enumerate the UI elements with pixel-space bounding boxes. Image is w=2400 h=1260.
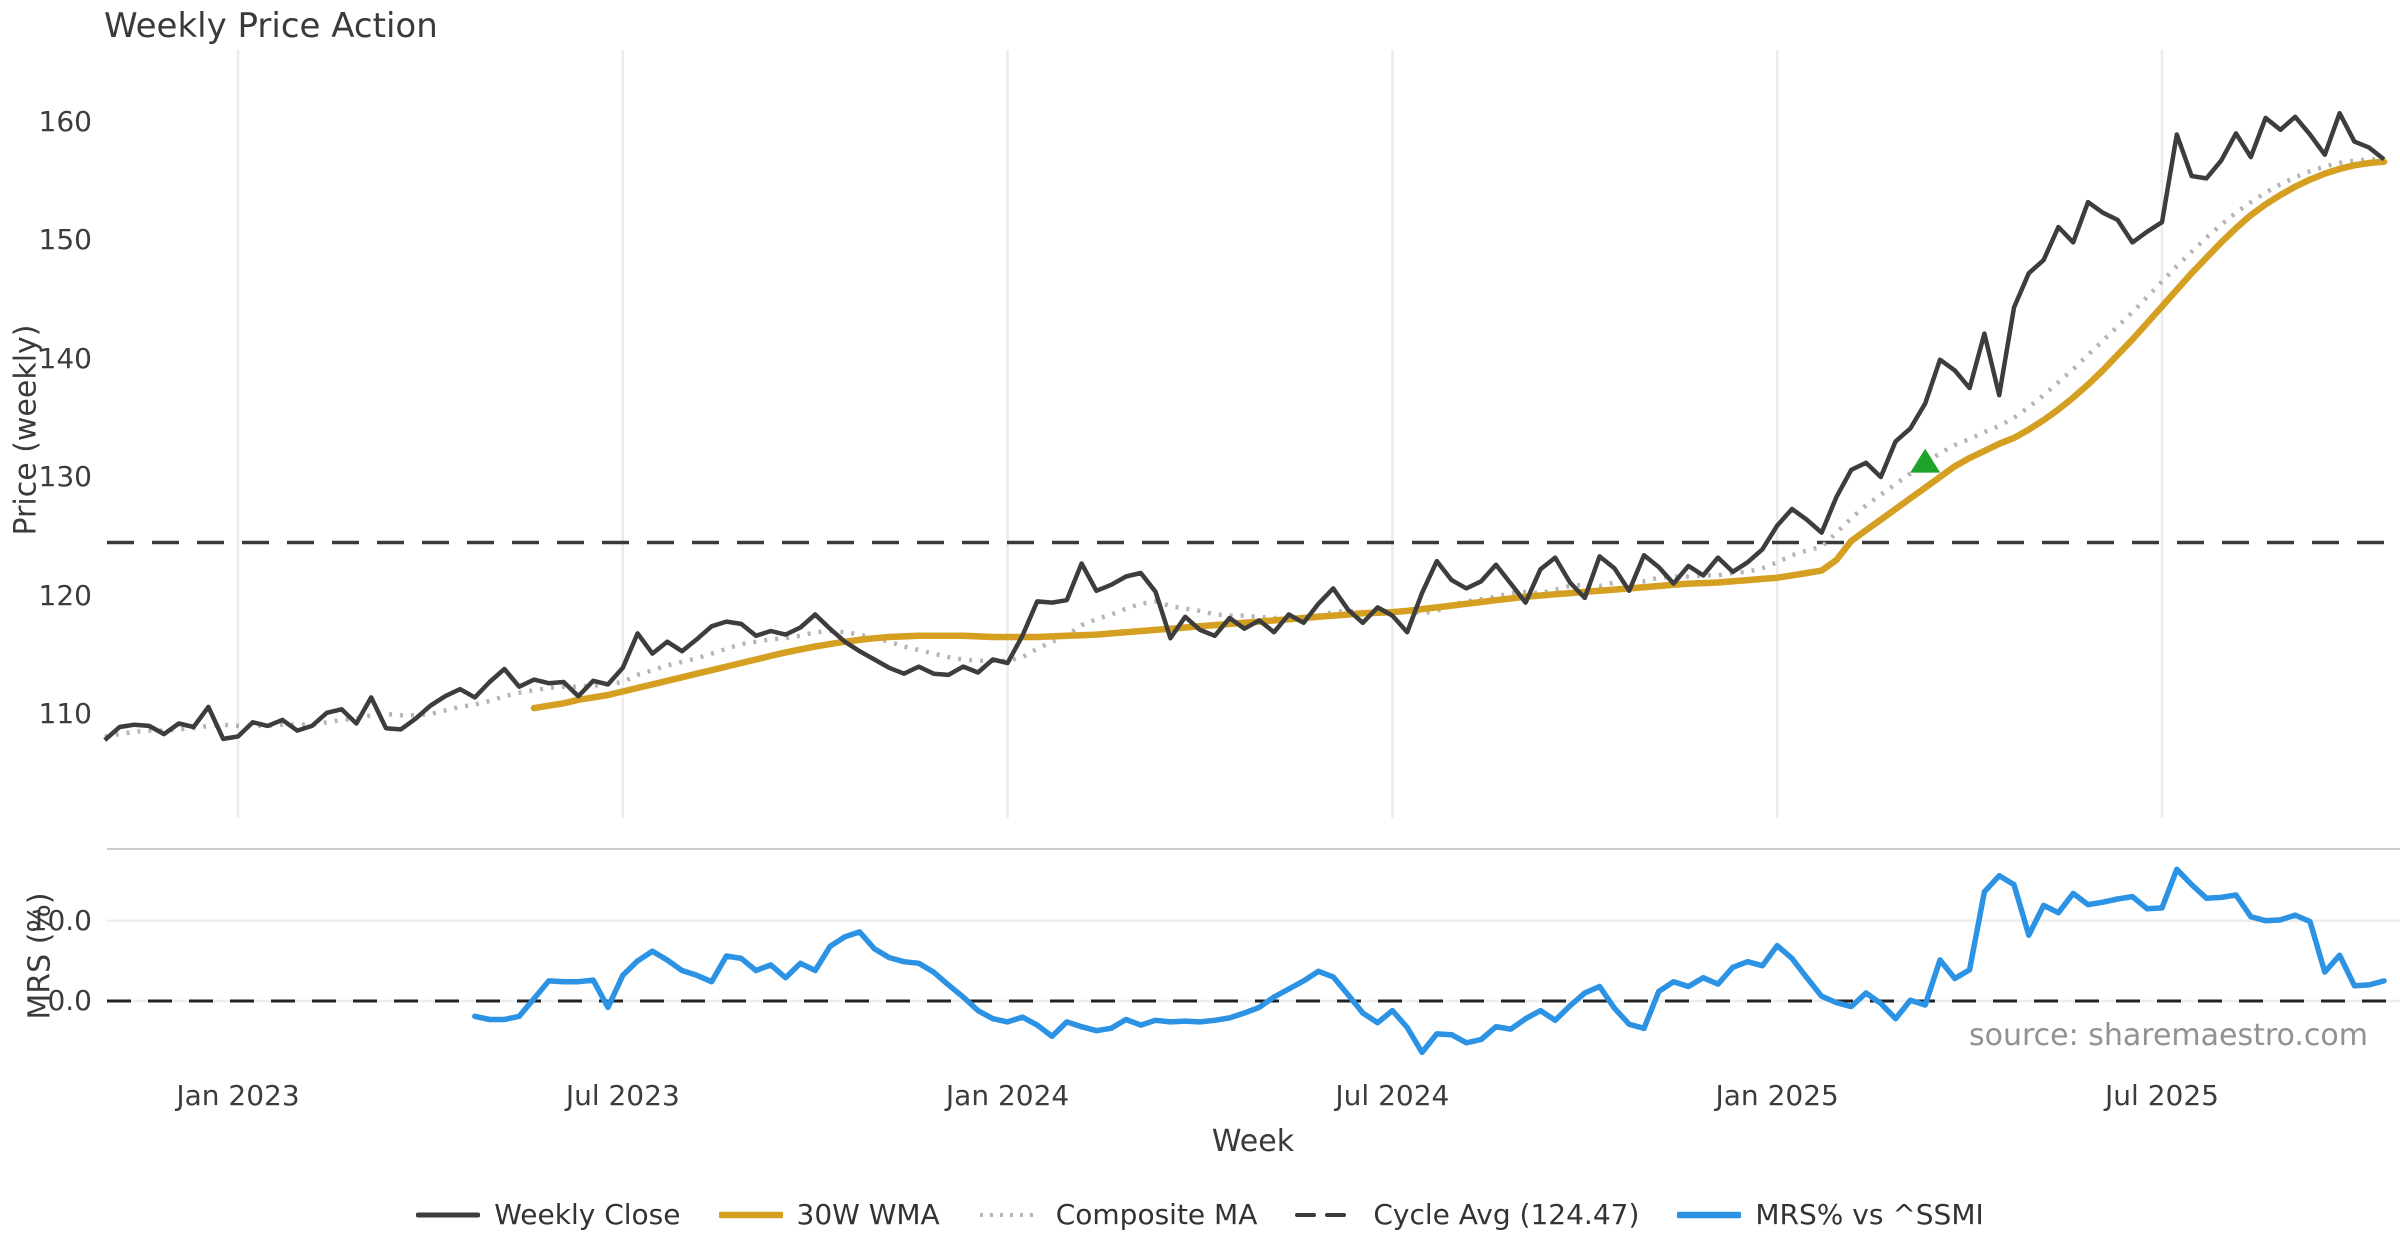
- x-tick-label: Jul 2023: [565, 1079, 680, 1112]
- composite-ma-line: [104, 157, 2384, 739]
- legend-line-swatch: [718, 1211, 783, 1218]
- legend-item: Weekly Close: [416, 1198, 681, 1231]
- mrs-tick-label: 0.0: [47, 984, 92, 1017]
- legend-item: MRS% vs ^SSMI: [1677, 1198, 1984, 1231]
- price-tick-label: 140: [38, 341, 92, 375]
- legend-line-swatch: [1677, 1211, 1742, 1218]
- x-tick-label: Jul 2025: [2105, 1079, 2219, 1112]
- legend-item-label: Cycle Avg (124.47): [1373, 1198, 1640, 1231]
- legend-item-label: MRS% vs ^SSMI: [1755, 1198, 1984, 1231]
- legend-item-label: Weekly Close: [494, 1198, 681, 1231]
- price-tick-label: 130: [38, 460, 92, 493]
- price-tick-label: 160: [38, 104, 92, 138]
- price-tick-label: 150: [38, 223, 92, 256]
- x-tick-label: Jan 2025: [1715, 1079, 1839, 1112]
- price-tick-label: 110: [38, 697, 92, 730]
- legend-line-swatch: [979, 1212, 1040, 1217]
- source-note: source: sharemaestro.com: [1969, 1018, 2368, 1053]
- legend-item: 30W WMA: [718, 1198, 940, 1231]
- legend: Weekly Close 30W WMA Composite MA Cycle Avg…: [0, 1198, 2400, 1231]
- wma-30w-line: [530, 158, 2388, 712]
- x-tick-label: Jul 2024: [1335, 1079, 1450, 1112]
- legend-item-label: 30W WMA: [796, 1198, 940, 1231]
- x-axis-title: Week: [1211, 1124, 1295, 1159]
- price-axis-title: Price (weekly): [8, 324, 44, 536]
- price-tick-label: 120: [38, 578, 92, 612]
- mrs-line: [472, 866, 2387, 1056]
- weekly-close-line: [103, 110, 2386, 742]
- mrs-axis-title: MRS (%): [22, 892, 58, 1020]
- legend-line-swatch: [416, 1212, 481, 1217]
- mrs-tick-label: 10.0: [29, 903, 92, 937]
- x-tick-label: Jan 2023: [176, 1079, 300, 1112]
- buy-signal-triangle-icon: [1910, 448, 1941, 473]
- legend-item: Cycle Avg (124.47): [1295, 1198, 1639, 1231]
- legend-item: Composite MA: [978, 1198, 1258, 1231]
- y-axis-tick-labels: 160 150 140 130 120 110 10.0 0.0: [0, 0, 100, 1260]
- legend-line-swatch: [1295, 1212, 1360, 1217]
- x-tick-label: Jan 2024: [945, 1079, 1070, 1112]
- legend-item-label: Composite MA: [1055, 1198, 1258, 1231]
- chart-title: Weekly Price Action: [104, 6, 438, 46]
